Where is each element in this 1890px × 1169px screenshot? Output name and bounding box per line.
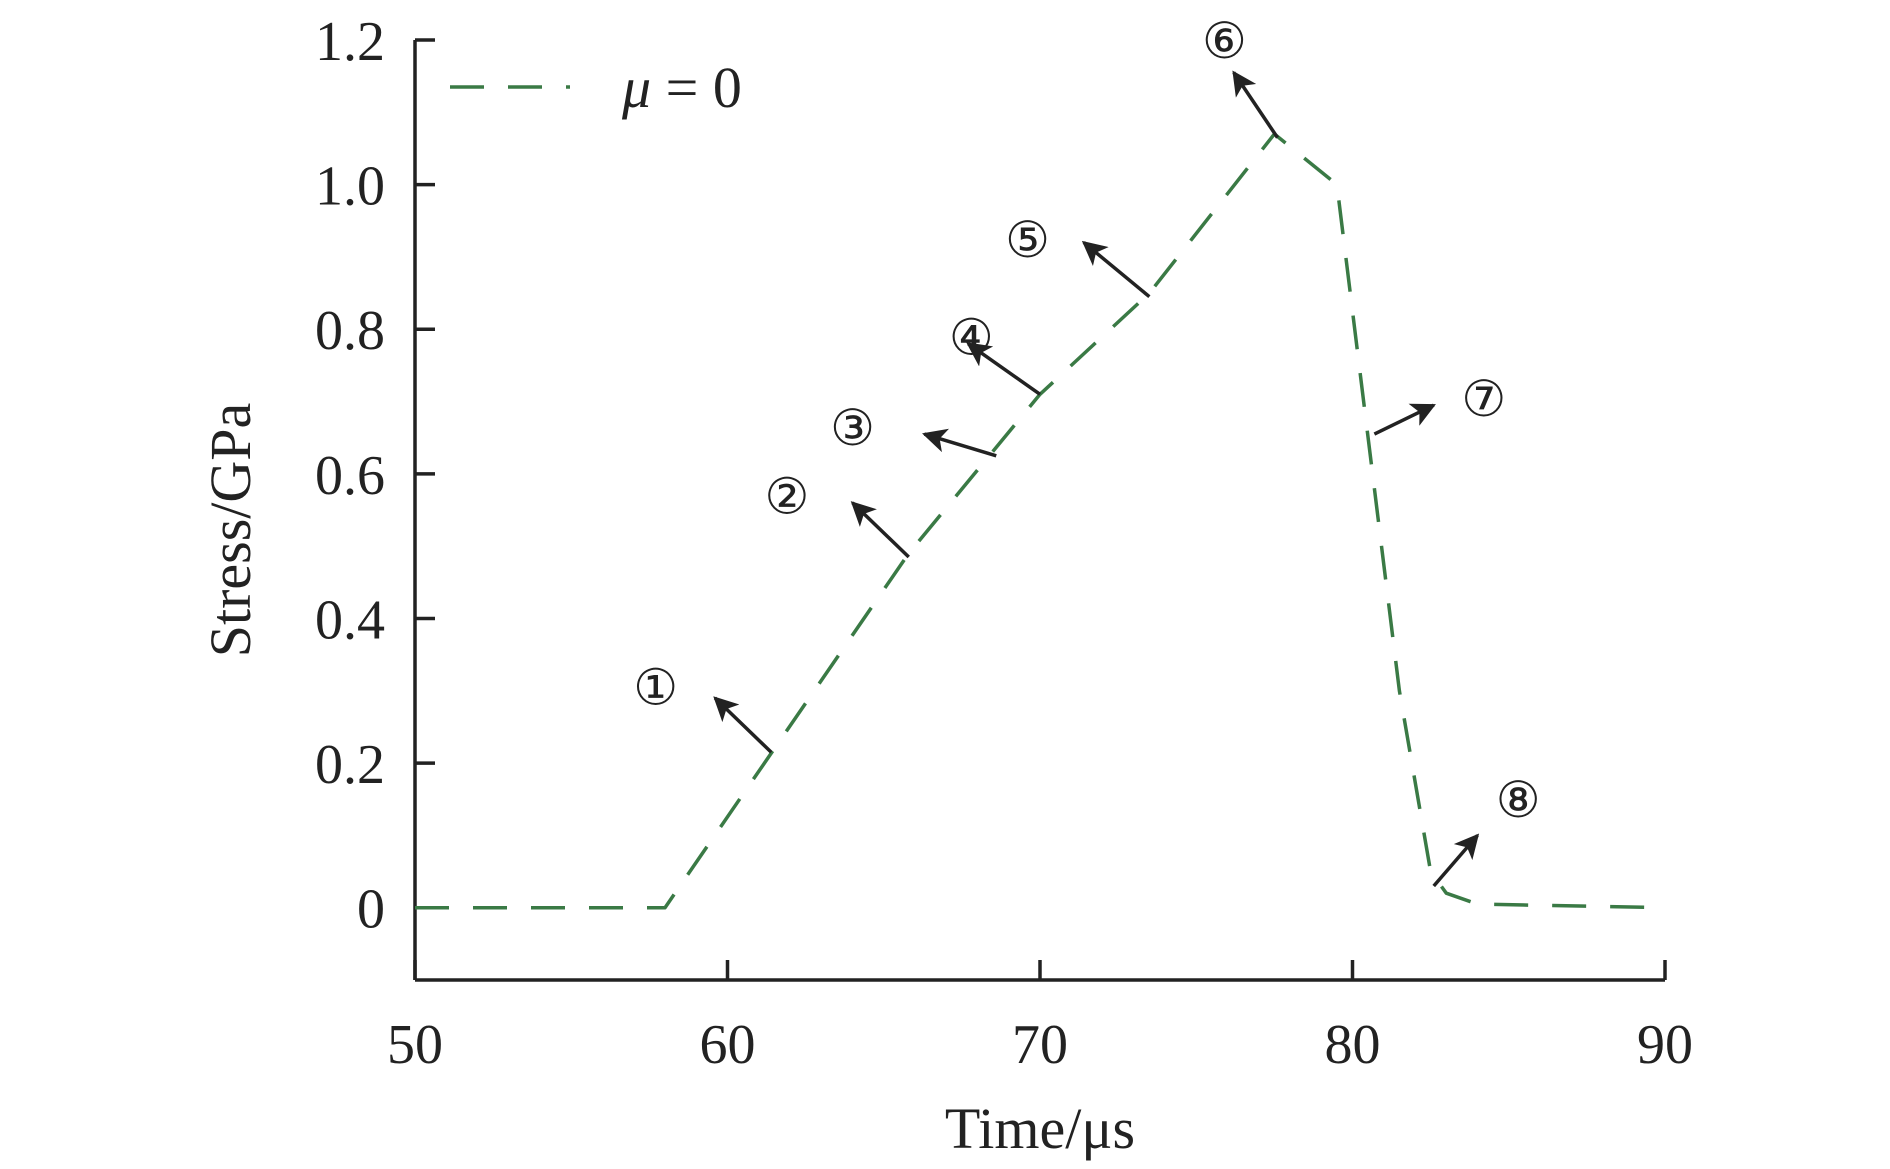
y-tick-label: 0.6 <box>315 445 385 507</box>
y-axis-title: Stress/GPa <box>198 403 263 658</box>
legend-label-value: = 0 <box>651 55 742 120</box>
annotation-label: ② <box>764 469 809 525</box>
annotation-arrow <box>1373 403 1436 436</box>
y-tick-label: 0.4 <box>315 589 385 651</box>
annotation-arrow <box>713 696 773 754</box>
annotation-arrow <box>1432 833 1480 888</box>
legend: μ = 0 <box>450 55 742 120</box>
axes <box>413 40 1665 982</box>
annotation-label: ⑧ <box>1496 772 1541 828</box>
x-axis-title: Time/μs <box>945 1096 1135 1161</box>
annotation-arrow <box>922 428 997 458</box>
x-tick-label: 80 <box>1325 1014 1381 1076</box>
y-tick-label: 1.0 <box>315 156 385 218</box>
annotation-label: ⑥ <box>1202 13 1247 69</box>
y-tick-label: 0.2 <box>315 734 385 796</box>
x-axis-ticks: 50 60 70 80 90 <box>387 960 1693 1076</box>
annotation-arrow <box>966 342 1042 396</box>
y-axis-ticks: 0 0.2 0.4 0.6 0.8 1.0 1.2 <box>315 11 435 941</box>
annotation-label: ① <box>633 659 678 715</box>
series-layer <box>415 132 1666 910</box>
annotation-layer: ① ②③ ④⑤ ⑥ ⑦ ⑧ <box>633 13 1541 888</box>
annotation-arrow <box>850 501 910 559</box>
y-tick-label: 1.2 <box>315 11 385 73</box>
legend-label-symbol: μ <box>621 55 651 120</box>
annotation-arrow <box>1232 70 1279 139</box>
annotation-label: ③ <box>830 400 875 456</box>
x-tick-label: 90 <box>1637 1014 1693 1076</box>
y-tick-label: 0 <box>357 879 385 941</box>
x-tick-label: 70 <box>1012 1014 1068 1076</box>
annotation-label: ⑤ <box>1005 212 1050 268</box>
x-tick-label: 60 <box>700 1014 756 1076</box>
y-tick-label: 0.8 <box>315 300 385 362</box>
series-line-0 <box>415 132 1666 910</box>
x-tick-label: 50 <box>387 1014 443 1076</box>
annotation-arrow <box>1081 240 1151 299</box>
annotation-label: ④ <box>949 309 994 365</box>
annotation-label: ⑦ <box>1461 371 1506 427</box>
legend-label: μ = 0 <box>621 55 742 120</box>
